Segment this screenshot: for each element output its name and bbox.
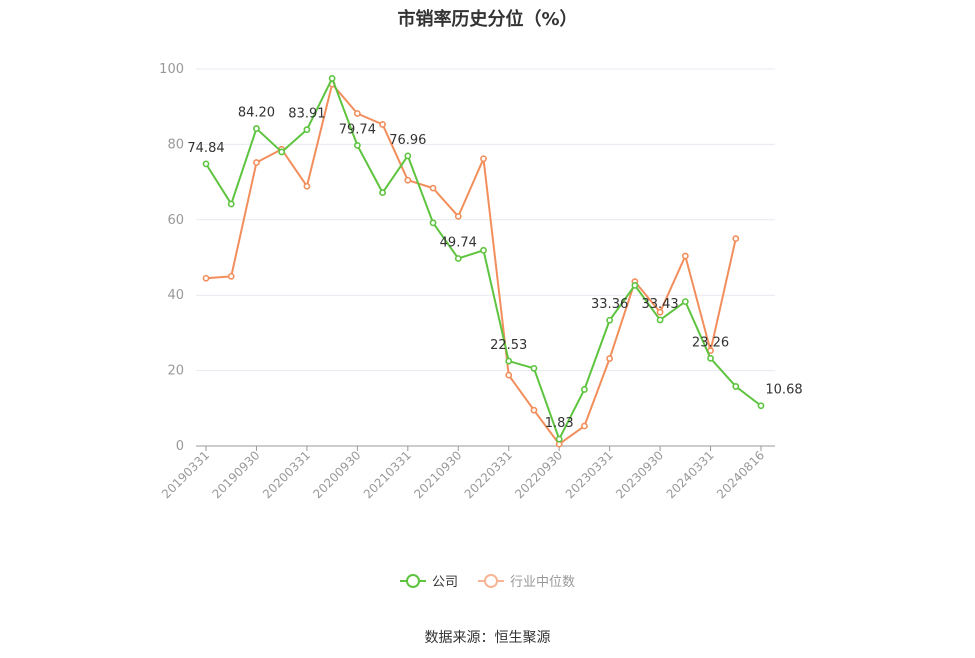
data-point (480, 246, 487, 254)
data-label: 33.36 (591, 297, 628, 312)
data-point (631, 281, 639, 289)
legend-item-1[interactable]: 行业中位数 (478, 571, 575, 590)
data-point (429, 184, 437, 192)
data-point (757, 402, 765, 410)
data-label: 33.43 (641, 297, 678, 312)
data-label: 22.53 (490, 338, 527, 353)
data-point (227, 272, 235, 280)
data-point (454, 213, 462, 220)
x-tick-label: 20200331 (260, 448, 313, 501)
data-label: 23.26 (692, 335, 729, 350)
x-tick-label: 20210930 (411, 448, 464, 501)
x-tick-label: 20230930 (613, 448, 666, 501)
y-tick-label: 40 (167, 288, 184, 303)
y-tick-label: 0 (176, 439, 184, 454)
legend: 公司 行业中位数 (0, 571, 975, 590)
data-point (253, 159, 260, 166)
x-tick-label: 20240816 (714, 448, 767, 501)
series-line-0 (205, 77, 762, 441)
y-tick-label: 60 (167, 213, 184, 228)
data-point (303, 182, 311, 190)
data-point (454, 255, 462, 262)
x-tick-label: 20190930 (209, 448, 262, 501)
data-point (379, 189, 386, 197)
chart-title: 市销率历史分位（%） (397, 9, 578, 30)
data-point (303, 126, 311, 134)
legend-swatch-icon (399, 573, 426, 588)
data-point (530, 406, 538, 414)
data-point (656, 308, 664, 316)
data-label: 49.74 (440, 235, 477, 250)
data-point (202, 274, 210, 282)
data-point (278, 148, 286, 156)
data-point (328, 75, 336, 82)
data-point (253, 125, 260, 132)
data-point (681, 252, 689, 260)
data-point (555, 435, 563, 443)
data-point (581, 386, 588, 393)
y-tick-label: 80 (167, 137, 184, 152)
line-chart: 0 20 40 60 80 100 2019033120190930202003312020… (159, 62, 803, 501)
data-point (227, 200, 235, 208)
data-point (379, 121, 386, 128)
data-point (353, 141, 361, 149)
data-label: 79.74 (339, 122, 376, 137)
data-point (429, 219, 437, 227)
legend-label: 公司 (431, 575, 458, 590)
legend-label: 行业中位数 (510, 575, 576, 590)
data-point (353, 110, 361, 117)
data-point (404, 152, 412, 160)
x-tick-label: 20230331 (563, 448, 616, 501)
data-label: 1.83 (545, 416, 574, 431)
data-point (732, 235, 740, 243)
data-point (707, 354, 714, 362)
data-point (606, 316, 614, 324)
x-tick-label: 20200930 (310, 448, 363, 501)
data-point (505, 371, 513, 379)
data-point (505, 357, 513, 365)
data-point (202, 160, 210, 168)
data-point (656, 316, 664, 324)
x-tick-label: 20210331 (361, 448, 414, 501)
legend-swatch-icon (478, 573, 504, 588)
data-point (530, 364, 538, 372)
data-point (606, 355, 614, 362)
y-tick-label: 20 (167, 364, 184, 379)
x-tick-label: 20220331 (462, 448, 515, 501)
x-tick-label: 20240331 (664, 448, 717, 501)
data-label: 83.91 (288, 107, 325, 122)
data-label: 84.20 (238, 106, 275, 121)
data-point (681, 298, 689, 306)
data-point (404, 176, 412, 184)
data-label: 74.84 (187, 141, 224, 156)
data-label: 10.68 (765, 383, 802, 398)
data-point (732, 383, 740, 390)
legend-item-0[interactable]: 公司 (399, 571, 458, 590)
data-label: 76.96 (389, 133, 426, 148)
series-line-1 (205, 83, 737, 446)
y-tick-label: 100 (159, 62, 184, 77)
x-tick-label: 20220930 (512, 448, 565, 501)
x-tick-label: 20190331 (159, 448, 212, 501)
source-note: 数据来源：恒生聚源 (424, 630, 551, 646)
data-point (581, 422, 588, 430)
data-point (480, 155, 487, 163)
